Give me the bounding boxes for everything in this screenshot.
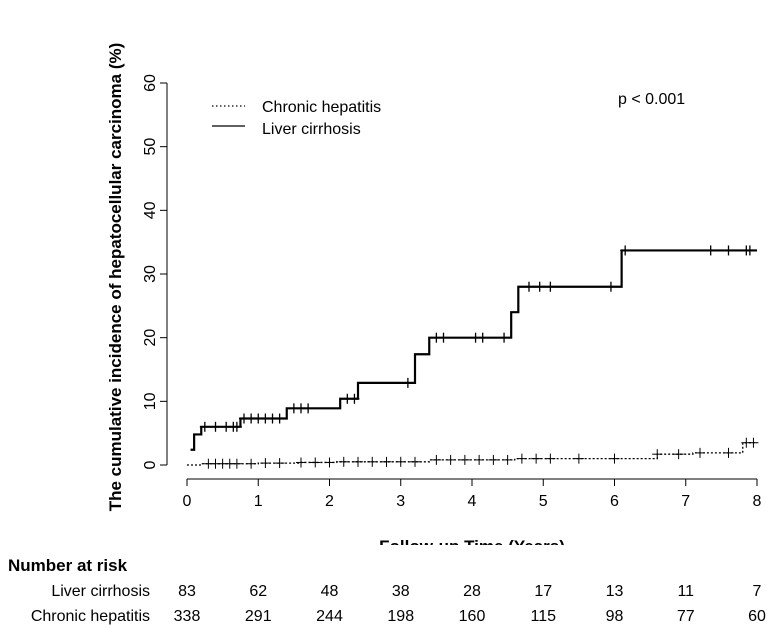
censor-mark-chronic-hepatitis [381, 456, 392, 467]
y-tick-label: 40 [142, 201, 159, 219]
censor-mark-liver-cirrhosis [477, 332, 488, 343]
censor-mark-liver-cirrhosis [199, 421, 210, 432]
censor-mark-liver-cirrhosis [231, 421, 242, 432]
risk-row-value: 62 [249, 583, 268, 600]
risk-row-value: 38 [391, 583, 410, 600]
y-tick-label: 0 [142, 460, 159, 469]
censor-mark-chronic-hepatitis [246, 458, 257, 469]
censor-mark-liver-cirrhosis [210, 421, 221, 432]
series-line-liver-cirrhosis [190, 249, 757, 451]
y-axis-label: The cumulative incidence of hepatocellul… [106, 43, 125, 512]
risk-table-title: Number at risk [8, 556, 128, 575]
risk-row-value: 60 [748, 608, 766, 625]
censor-mark-chronic-hepatitis [609, 453, 620, 464]
censor-mark-chronic-hepatitis [353, 456, 363, 467]
censor-mark-chronic-hepatitis [296, 457, 306, 468]
legend-label-liver-cirrhosis: Liver cirrhosis [262, 121, 361, 138]
risk-row-label: Chronic hepatitis [30, 608, 150, 625]
censor-mark-liver-cirrhosis [723, 245, 734, 256]
x-tick-label: 3 [396, 493, 405, 510]
censor-mark-chronic-hepatitis [474, 454, 485, 465]
risk-row-value: 115 [530, 608, 557, 625]
censor-mark-chronic-hepatitis [488, 454, 499, 465]
risk-row-label: Liver cirrhosis [51, 583, 150, 600]
censor-mark-chronic-hepatitis [573, 453, 584, 464]
x-axis-label: Follow-up Time (Years) [379, 537, 565, 545]
y-tick-label: 30 [142, 265, 159, 283]
censor-mark-liver-cirrhosis [499, 332, 510, 343]
legend: Chronic hepatitis Liver cirrhosis [212, 99, 381, 138]
y-tick-label: 20 [142, 329, 159, 347]
axes: 0 1 2 3 4 5 6 7 8 0 10 20 30 40 50 60 [142, 74, 762, 510]
censor-mark-liver-cirrhosis [534, 281, 545, 292]
censor-mark-chronic-hepatitis [723, 447, 734, 458]
risk-row-value: 48 [320, 583, 339, 600]
censor-mark-chronic-hepatitis [545, 453, 556, 464]
censor-mark-chronic-hepatitis [652, 449, 663, 460]
risk-row-value: 77 [676, 608, 695, 625]
risk-row-value: 291 [244, 608, 272, 625]
x-tick-label: 0 [183, 493, 192, 510]
censor-mark-chronic-hepatitis [338, 456, 349, 467]
x-tick-label: 4 [468, 493, 477, 510]
risk-row-value: 28 [463, 583, 481, 600]
x-tick-label: 8 [753, 493, 762, 510]
censor-mark-chronic-hepatitis [367, 456, 378, 467]
x-tick-label: 5 [539, 493, 548, 510]
x-tick-label: 7 [681, 493, 690, 510]
risk-row-value: 198 [387, 608, 415, 625]
censor-mark-chronic-hepatitis [274, 458, 285, 469]
risk-row-value: 11 [677, 583, 695, 600]
censor-mark-chronic-hepatitis [673, 449, 684, 460]
censor-mark-liver-cirrhosis [303, 403, 314, 414]
censor-mark-liver-cirrhosis [545, 281, 556, 292]
censor-mark-chronic-hepatitis [324, 457, 335, 468]
censor-mark-liver-cirrhosis [605, 281, 616, 292]
censor-mark-chronic-hepatitis [748, 437, 759, 448]
km-chart: 0 1 2 3 4 5 6 7 8 0 10 20 30 40 50 60 The cumulative in… [106, 43, 762, 545]
censor-mark-chronic-hepatitis [395, 456, 406, 467]
censor-mark-liver-cirrhosis [744, 245, 755, 256]
risk-row-value: 13 [605, 583, 624, 600]
y-tick-label: 60 [142, 74, 159, 92]
censor-mark-liver-cirrhosis [438, 332, 449, 343]
censor-mark-liver-cirrhosis [620, 245, 631, 256]
risk-row-value: 338 [173, 608, 201, 625]
censor-mark-liver-cirrhosis [349, 393, 360, 404]
censor-mark-chronic-hepatitis [445, 454, 456, 465]
censor-mark-chronic-hepatitis [231, 458, 242, 469]
x-tick-label: 6 [610, 493, 619, 510]
censor-mark-chronic-hepatitis [531, 453, 542, 464]
censor-mark-chronic-hepatitis [410, 456, 420, 467]
series-line-chronic-hepatitis [187, 442, 757, 466]
x-tick-label: 2 [325, 493, 334, 510]
risk-row-value: 17 [534, 583, 553, 600]
risk-row-value: 244 [316, 608, 343, 625]
x-tick-label: 1 [254, 493, 263, 510]
censor-mark-chronic-hepatitis [310, 457, 321, 468]
plot-area [187, 245, 759, 469]
censor-mark-liver-cirrhosis [705, 245, 716, 256]
censor-mark-liver-cirrhosis [402, 377, 413, 388]
y-tick-label: 10 [142, 392, 159, 410]
censor-mark-chronic-hepatitis [431, 454, 442, 465]
legend-label-chronic-hepatitis: Chronic hepatitis [262, 99, 381, 116]
risk-row-value: 160 [458, 608, 486, 625]
censor-mark-liver-cirrhosis [524, 281, 534, 292]
risk-row-value: 7 [752, 583, 762, 600]
censor-mark-liver-cirrhosis [274, 413, 285, 424]
censor-mark-chronic-hepatitis [695, 447, 705, 458]
risk-row-value: 83 [178, 583, 196, 600]
p-value-annotation: p < 0.001 [618, 91, 685, 108]
y-tick-label: 50 [142, 138, 159, 156]
censor-mark-chronic-hepatitis [516, 453, 527, 464]
censor-mark-chronic-hepatitis [260, 458, 271, 469]
censor-mark-chronic-hepatitis [502, 454, 513, 465]
censor-mark-chronic-hepatitis [459, 454, 470, 465]
risk-row-value: 98 [605, 608, 624, 625]
